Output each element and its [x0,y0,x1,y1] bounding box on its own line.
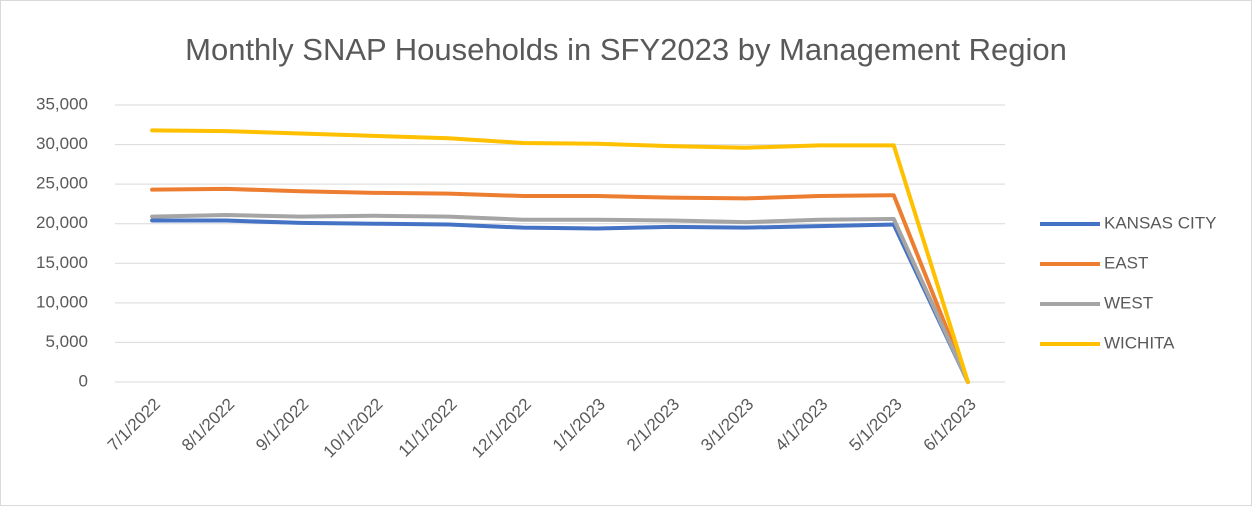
y-tick-label: 35,000 [36,94,88,113]
y-tick-label: 10,000 [36,292,88,311]
y-tick-label: 5,000 [45,332,88,351]
series-line [150,213,970,384]
legend-label: WICHITA [1104,333,1175,352]
y-tick-label: 0 [79,371,88,390]
series-line [150,218,970,384]
legend-label: WEST [1104,293,1153,312]
y-tick-label: 25,000 [36,174,88,193]
chart-title: Monthly SNAP Households in SFY2023 by Ma… [185,32,1067,67]
y-tick-label: 15,000 [36,253,88,272]
legend-label: EAST [1104,253,1148,272]
legend-label: KANSAS CITY [1104,213,1216,232]
series-line [150,128,970,384]
y-tick-label: 30,000 [36,134,88,153]
y-tick-label: 20,000 [36,213,88,232]
series-line [150,186,970,384]
